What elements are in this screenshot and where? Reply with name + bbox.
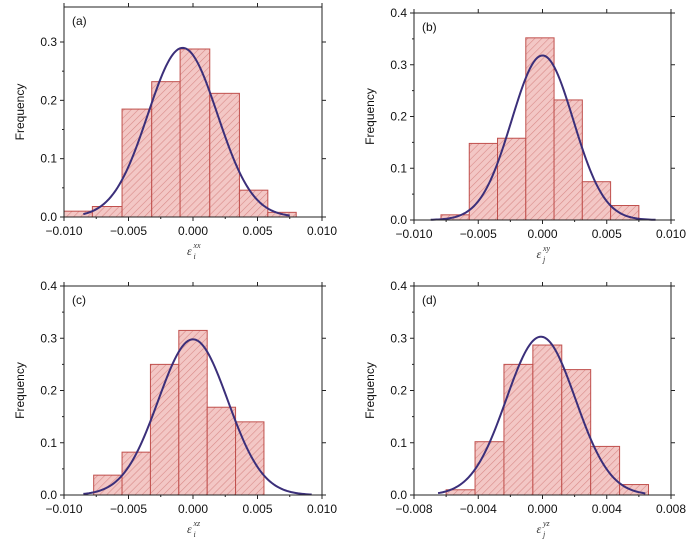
panel-3: −0.010 −0.005 0.000 0.005 0.010 0.0 0.1 0.2 0.3 0… — [13, 279, 337, 539]
y-tick-label: 0.0 — [40, 488, 57, 502]
histogram-bar — [178, 329, 208, 496]
panel-label: (d) — [422, 293, 437, 307]
x-tick-label: 0.000 — [178, 502, 208, 516]
x-tick-label: −0.005 — [110, 502, 147, 516]
x-tick-label: 0.010 — [656, 227, 686, 241]
x-tick-label: 0.005 — [242, 502, 272, 516]
x-axis-label: ε xz i — [187, 519, 201, 539]
y-tick-label: 0.3 — [40, 331, 57, 345]
y-tick-label: 0.1 — [390, 161, 407, 175]
y-tick-label: 0.3 — [390, 58, 407, 72]
normal-fit-curve — [83, 46, 290, 217]
x-axis-label-symbol: ε — [187, 522, 192, 536]
y-axis-label: Frequency — [363, 362, 377, 419]
x-axis-label-subscript: j — [542, 255, 546, 264]
normal-fit-curve — [83, 338, 312, 496]
y-tick-label: 0.3 — [390, 331, 407, 345]
x-tick-label: 0.010 — [307, 502, 337, 516]
x-tick-label: 0.000 — [527, 227, 557, 241]
histogram-bar — [121, 451, 151, 496]
panel-label: (a) — [72, 14, 87, 28]
x-axis-label-symbol: ε — [187, 244, 192, 258]
x-axis-label-symbol: ε — [537, 247, 542, 261]
x-tick-label: −0.010 — [45, 502, 82, 516]
panel-label: (b) — [422, 20, 437, 34]
y-tick-label: 0.2 — [390, 110, 407, 124]
y-axis-label: Frequency — [13, 362, 27, 419]
histogram-bar — [209, 92, 240, 218]
x-axis-label-superscript: xz — [193, 519, 202, 528]
x-axis-label-subscript: i — [194, 252, 196, 261]
histogram-bar — [474, 441, 505, 496]
y-axis-label: Frequency — [13, 84, 27, 141]
normal-fit-curve — [437, 335, 646, 495]
y-tick-label: 0.0 — [390, 213, 407, 227]
panel-4: −0.008 −0.004 0.000 0.004 0.008 0.0 0.1 0.2 0.3 0… — [363, 279, 686, 539]
y-tick-label: 0.0 — [390, 488, 407, 502]
x-tick-label: −0.004 — [460, 502, 497, 516]
panel-1: −0.010 −0.005 0.000 0.005 0.010 0.0 0.1 0.2 0.3 (… — [13, 3, 337, 261]
x-tick-label: 0.008 — [656, 502, 686, 516]
y-tick-label: 0.1 — [40, 152, 57, 166]
x-axis-label-superscript: xx — [193, 241, 202, 250]
histogram-bar — [561, 369, 592, 496]
x-tick-label: 0.000 — [178, 224, 208, 238]
y-tick-label: 0.4 — [390, 6, 407, 20]
y-axis-label: Frequency — [363, 88, 377, 145]
x-tick-label: −0.005 — [460, 227, 497, 241]
panel-2: −0.010 −0.005 0.000 0.005 0.010 0.0 0.1 0.2 0.3 0… — [363, 6, 686, 264]
histogram-bar — [179, 48, 211, 218]
histogram-bar — [503, 363, 534, 496]
normal-fit-curve — [430, 54, 656, 221]
y-tick-label: 0.2 — [390, 384, 407, 398]
x-tick-label: −0.010 — [395, 227, 432, 241]
y-tick-label: 0.3 — [40, 35, 57, 49]
y-tick-label: 0.2 — [40, 384, 57, 398]
x-axis-label: ε xx i — [187, 241, 201, 261]
y-tick-label: 0.1 — [390, 436, 407, 450]
histogram-bar — [121, 108, 153, 218]
x-tick-label: −0.008 — [395, 502, 432, 516]
histogram-bar — [468, 142, 499, 221]
x-tick-label: 0.005 — [592, 227, 622, 241]
histogram-bar — [553, 99, 583, 221]
x-tick-label: −0.010 — [45, 224, 82, 238]
x-axis-label: ε yz j — [537, 519, 551, 539]
x-axis-label-superscript: yz — [542, 519, 551, 528]
histogram-bar — [590, 445, 621, 496]
x-tick-label: 0.004 — [592, 502, 622, 516]
histogram-bar — [525, 37, 555, 221]
x-axis-label: ε xy j — [537, 244, 551, 264]
y-tick-label: 0.0 — [40, 210, 57, 224]
histogram-bar — [532, 344, 563, 496]
x-tick-label: 0.000 — [527, 502, 557, 516]
panel-label: (c) — [72, 293, 86, 307]
x-tick-label: 0.005 — [242, 224, 272, 238]
x-axis-label-subscript: i — [194, 530, 196, 539]
histogram-bar — [206, 406, 237, 496]
y-tick-label: 0.1 — [40, 436, 57, 450]
histogram-bar — [151, 81, 181, 218]
x-axis-label-subscript: j — [542, 530, 546, 539]
x-axis-label-symbol: ε — [537, 522, 542, 536]
y-tick-label: 0.2 — [40, 93, 57, 107]
x-tick-label: 0.010 — [307, 224, 337, 238]
y-tick-label: 0.4 — [40, 279, 57, 293]
y-tick-label: 0.4 — [390, 279, 407, 293]
x-tick-label: −0.005 — [110, 224, 147, 238]
x-axis-label-superscript: xy — [542, 244, 551, 253]
